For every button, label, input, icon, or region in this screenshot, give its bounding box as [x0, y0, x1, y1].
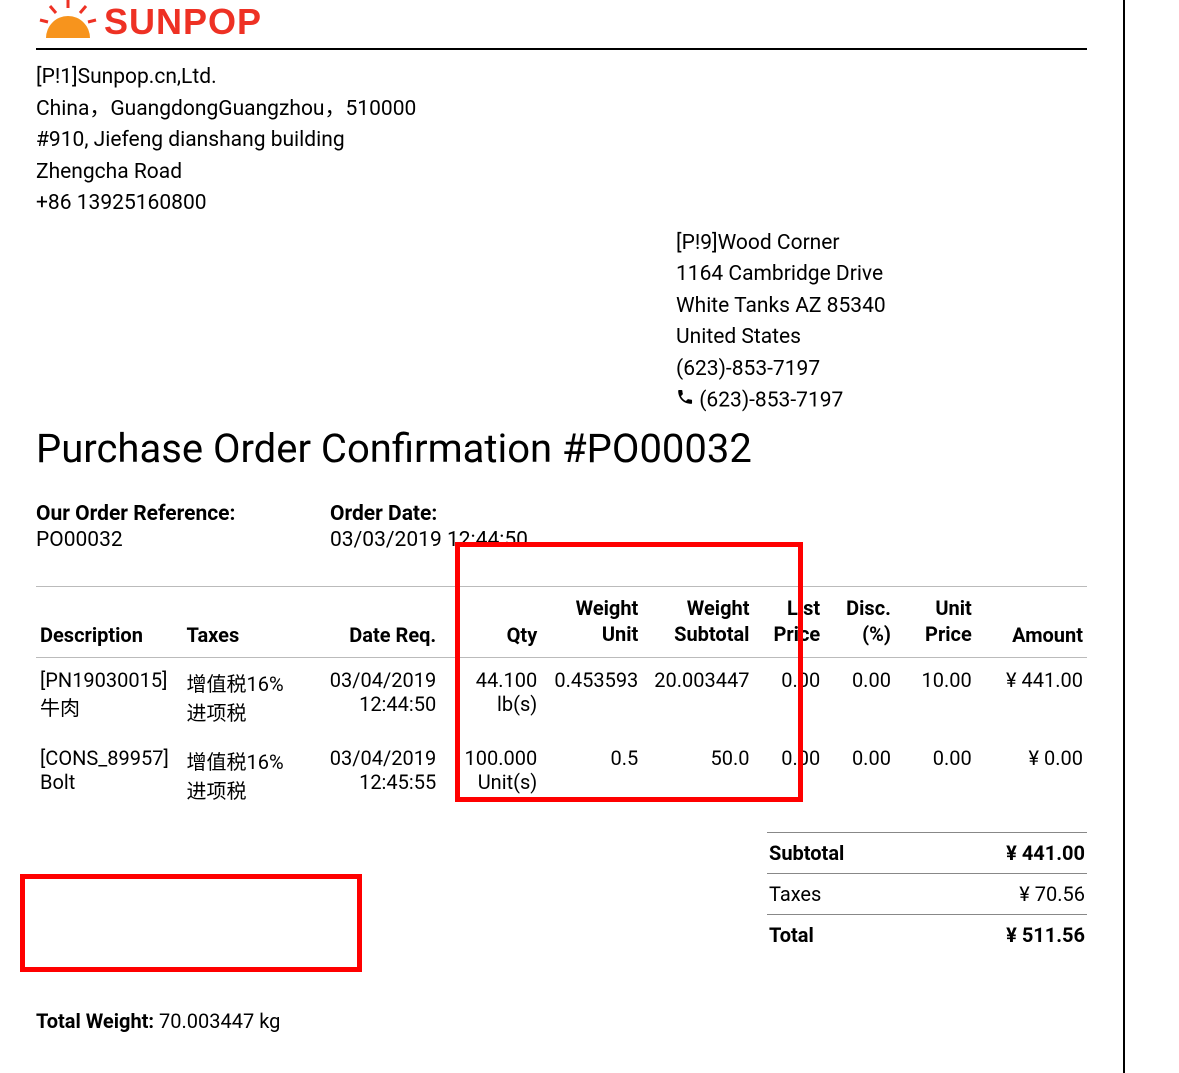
our-ref-label: Our Order Reference:: [36, 502, 274, 526]
cell-weight-subtotal: 20.003447: [642, 657, 753, 736]
order-date-label: Order Date:: [330, 502, 528, 526]
cell-qty: 100.000 Unit(s): [440, 736, 541, 814]
th-taxes: Taxes: [183, 586, 304, 657]
company-line4: Zhengcha Road: [36, 157, 1087, 189]
table-row: [CONS_89957] Bolt 增值税16%进项税 03/04/2019 1…: [36, 736, 1087, 814]
cell-disc: 0.00: [824, 736, 895, 814]
vendor-country: United States: [676, 322, 886, 354]
vendor-address: [P!9]Wood Corner 1164 Cambridge Drive Wh…: [676, 228, 886, 417]
cell-list-price: 0.00: [753, 736, 824, 814]
totals-block: Subtotal ¥ 441.00 Taxes ¥ 70.56 Total ¥ …: [767, 832, 1087, 955]
taxes-label: Taxes: [769, 882, 821, 906]
th-list-price: List Price: [753, 586, 824, 657]
header-divider: [36, 48, 1087, 50]
our-ref-col: Our Order Reference: PO00032: [36, 502, 274, 552]
line-items-table-wrap: Description Taxes Date Req. Qty Weight U…: [36, 586, 1087, 1033]
our-ref-value: PO00032: [36, 528, 274, 552]
vendor-address-block: [P!9]Wood Corner 1164 Cambridge Drive Wh…: [36, 228, 1087, 417]
cell-weight-subtotal: 50.0: [642, 736, 753, 814]
cell-description: [PN19030015] 牛肉: [36, 657, 183, 736]
sun-icon: [36, 0, 98, 44]
cell-qty: 44.100 lb(s): [440, 657, 541, 736]
cell-taxes: 增值税16%进项税: [183, 736, 304, 814]
order-date-col: Order Date: 03/03/2019 12:44:50: [330, 502, 528, 552]
cell-description: [CONS_89957] Bolt: [36, 736, 183, 814]
vendor-addr2: White Tanks AZ 85340: [676, 291, 886, 323]
cell-unit-price: 0.00: [895, 736, 976, 814]
cell-amount: ¥ 0.00: [976, 736, 1087, 814]
th-amount: Amount: [976, 586, 1087, 657]
th-qty: Qty: [440, 586, 541, 657]
cell-weight-unit: 0.453593: [541, 657, 642, 736]
th-date-req: Date Req.: [304, 586, 440, 657]
vendor-name: [P!9]Wood Corner: [676, 228, 886, 260]
totals-total: Total ¥ 511.56: [767, 914, 1087, 955]
total-label: Total: [769, 923, 814, 947]
cell-weight-unit: 0.5: [541, 736, 642, 814]
reference-row: Our Order Reference: PO00032 Order Date:…: [36, 502, 1087, 552]
th-weight-subtotal: Weight Subtotal: [642, 586, 753, 657]
totals-taxes: Taxes ¥ 70.56: [767, 873, 1087, 914]
purchase-order-page: SUNPOP [P!1]Sunpop.cn,Ltd. China，Guangdo…: [0, 0, 1125, 1073]
totals-subtotal: Subtotal ¥ 441.00: [767, 832, 1087, 873]
cell-list-price: 0.00: [753, 657, 824, 736]
th-weight-unit: Weight Unit: [541, 586, 642, 657]
total-weight-value: 70.003447 kg: [159, 1009, 280, 1033]
vendor-mobile-row: (623)-853-7197: [676, 385, 886, 417]
subtotal-label: Subtotal: [769, 841, 844, 865]
line-items-table: Description Taxes Date Req. Qty Weight U…: [36, 586, 1087, 814]
table-header-row: Description Taxes Date Req. Qty Weight U…: [36, 586, 1087, 657]
subtotal-value: ¥ 441.00: [1006, 841, 1085, 865]
company-line3: #910, Jiefeng dianshang building: [36, 125, 1087, 157]
cell-disc: 0.00: [824, 657, 895, 736]
total-weight-label: Total Weight:: [36, 1009, 154, 1033]
cell-taxes: 增值税16%进项税: [183, 657, 304, 736]
company-line2: China，GuangdongGuangzhou，510000: [36, 94, 1087, 126]
phone-icon: [676, 385, 694, 417]
page-title: Purchase Order Confirmation #PO00032: [36, 425, 1087, 472]
cell-date-req: 03/04/2019 12:44:50: [304, 657, 440, 736]
cell-amount: ¥ 441.00: [976, 657, 1087, 736]
logo-text: SUNPOP: [104, 1, 262, 43]
order-date-value: 03/03/2019 12:44:50: [330, 528, 528, 552]
th-disc: Disc. (%): [824, 586, 895, 657]
vendor-addr1: 1164 Cambridge Drive: [676, 259, 886, 291]
total-weight-row: Total Weight: 70.003447 kg: [36, 1009, 1087, 1033]
logo-area: SUNPOP: [36, 0, 1087, 44]
th-description: Description: [36, 586, 183, 657]
table-row: [PN19030015] 牛肉 增值税16%进项税 03/04/2019 12:…: [36, 657, 1087, 736]
th-unit-price: Unit Price: [895, 586, 976, 657]
company-name: [P!1]Sunpop.cn,Ltd.: [36, 62, 1087, 94]
company-address: [P!1]Sunpop.cn,Ltd. China，GuangdongGuang…: [36, 62, 1087, 220]
company-phone: +86 13925160800: [36, 188, 1087, 220]
taxes-value: ¥ 70.56: [1019, 882, 1085, 906]
total-value: ¥ 511.56: [1006, 923, 1085, 947]
vendor-phone: (623)-853-7197: [676, 354, 886, 386]
cell-unit-price: 10.00: [895, 657, 976, 736]
cell-date-req: 03/04/2019 12:45:55: [304, 736, 440, 814]
vendor-mobile: (623)-853-7197: [699, 388, 843, 412]
